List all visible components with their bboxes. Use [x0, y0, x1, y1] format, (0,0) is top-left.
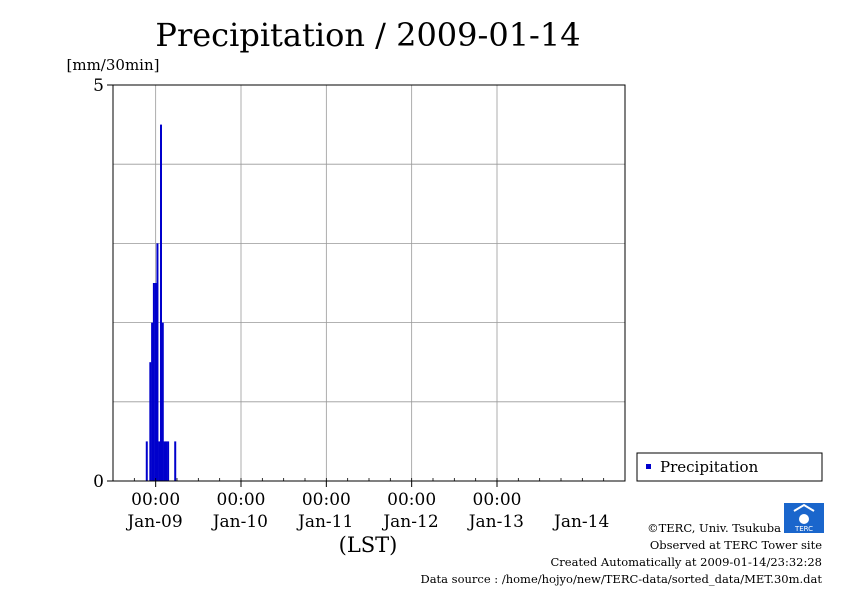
precipitation-bar — [151, 322, 154, 481]
x-tick-time: 00:00 — [473, 490, 522, 510]
x-axis-label: (LST) — [339, 533, 398, 557]
precipitation-bar — [152, 283, 155, 481]
precipitation-bar — [145, 441, 148, 481]
x-tick-time: 00:00 — [217, 490, 266, 510]
legend-box — [636, 452, 823, 482]
source-text: Data source : /home/hojyo/new/TERC-data/… — [420, 572, 822, 586]
legend: Precipitation — [636, 452, 823, 482]
precipitation-bars — [145, 124, 177, 481]
precipitation-bar — [174, 441, 177, 481]
precipitation-bar — [158, 441, 161, 481]
legend-swatch — [646, 464, 651, 469]
y-axis-label: [mm/30min] — [67, 56, 160, 74]
precipitation-bar — [165, 441, 168, 481]
x-tick-date: Jan-09 — [125, 512, 182, 532]
grid-lines — [113, 85, 625, 481]
created-text: Created Automatically at 2009-01-14/23:3… — [551, 555, 823, 569]
x-tick-time: 00:00 — [387, 490, 436, 510]
logo-text: TERC — [794, 525, 813, 533]
precipitation-bar — [160, 124, 162, 481]
precipitation-bar — [163, 441, 166, 481]
x-tick-time: 00:00 — [131, 490, 180, 510]
x-tick-date: Jan-14 — [552, 512, 609, 532]
precipitation-bar — [149, 362, 152, 481]
x-tick-date: Jan-13 — [467, 512, 524, 532]
terc-logo: TERC — [784, 503, 824, 533]
legend-label: Precipitation — [660, 458, 759, 476]
copyright-text: ©TERC, Univ. Tsukuba — [647, 521, 781, 535]
precipitation-bar — [161, 322, 164, 481]
y-tick-label: 5 — [93, 76, 104, 96]
x-tick-time: 00:00 — [302, 490, 351, 510]
site-text: Observed at TERC Tower site — [650, 538, 822, 552]
y-tick-label: 0 — [93, 472, 104, 492]
x-tick-date: Jan-12 — [381, 512, 438, 532]
precipitation-bar — [154, 283, 157, 481]
x-tick-date: Jan-11 — [296, 512, 353, 532]
chart-title: Precipitation / 2009-01-14 — [155, 16, 580, 54]
x-tick-labels: 00:00Jan-0900:00Jan-1000:00Jan-1100:00Ja… — [112, 478, 626, 532]
precipitation-bar — [156, 243, 159, 481]
y-tick-labels: 05 — [93, 76, 113, 492]
plot-frame — [112, 84, 626, 482]
precipitation-bar — [167, 441, 170, 481]
x-tick-date: Jan-10 — [211, 512, 268, 532]
